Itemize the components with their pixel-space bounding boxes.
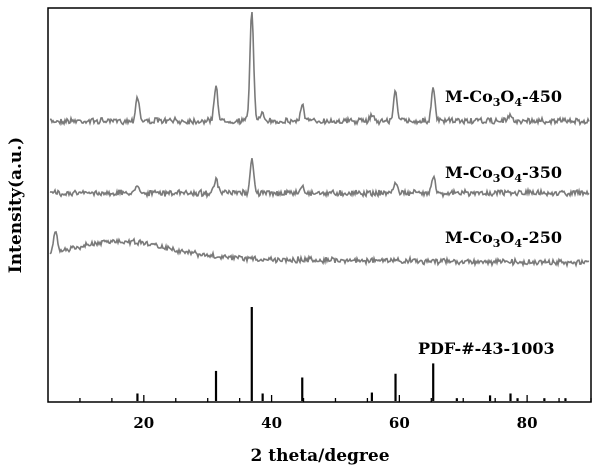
series-line-1 [49, 12, 590, 127]
x-axis-label: 2 theta/degree [250, 446, 389, 466]
series-line-3 [49, 230, 590, 269]
series-label-3: M-Co3O4-250 [445, 228, 562, 250]
reference-sticks [136, 307, 567, 401]
series-line-2 [49, 158, 590, 200]
series-label-2: M-Co3O4-350 [445, 163, 562, 185]
plot-frame [47, 7, 592, 403]
series-label-1: M-Co3O4-450 [445, 87, 562, 109]
x-axis: 20 40 60 80 [79, 395, 592, 432]
y-axis-label: Intensity(a.u.) [6, 137, 26, 273]
x-tick-label: 80 [517, 414, 538, 432]
x-tick-label: 60 [389, 414, 410, 432]
x-tick-label: 40 [261, 414, 282, 432]
series-labels: M-Co3O4-450 M-Co3O4-350 M-Co3O4-250 PDF-#-4… [418, 87, 562, 358]
xrd-traces [49, 12, 590, 269]
reference-label: PDF-#-43-1003 [418, 339, 555, 358]
x-tick-label: 20 [133, 414, 154, 432]
